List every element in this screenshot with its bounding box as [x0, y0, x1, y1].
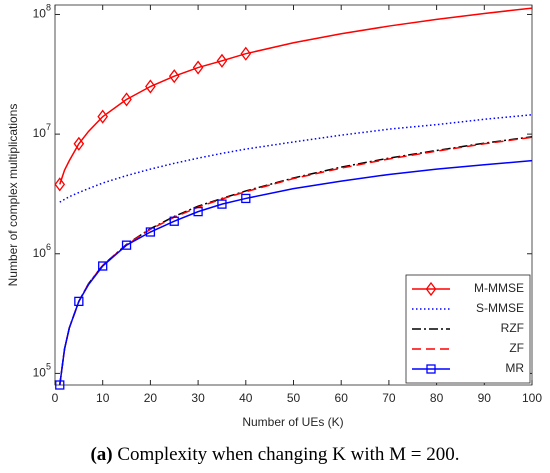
legend-label: S-MMSE — [476, 301, 524, 315]
marker — [240, 46, 252, 61]
caption-text: Complexity when changing K with M = 200. — [117, 444, 459, 465]
marker — [74, 296, 84, 307]
marker — [169, 216, 179, 226]
line — [59, 114, 533, 203]
marker — [145, 79, 156, 94]
marker — [121, 92, 132, 107]
line — [59, 7, 533, 185]
legend-label: MR — [505, 361, 524, 375]
marker — [73, 136, 85, 151]
x-tick-label: 30 — [191, 391, 205, 405]
legend-label: RZF — [501, 321, 524, 335]
x-tick-label: 10 — [96, 391, 110, 405]
legend-marker — [426, 364, 436, 374]
marker — [121, 240, 132, 250]
x-tick-label: 0 — [52, 391, 59, 405]
series — [59, 136, 533, 386]
x-tick-label: 70 — [382, 391, 396, 405]
x-tick-label: 80 — [430, 391, 444, 405]
y-tick-label: 106 — [33, 242, 51, 260]
x-tick-label: 90 — [478, 391, 492, 405]
x-tick-label: 50 — [287, 391, 301, 405]
series — [55, 159, 533, 390]
legend-label: ZF — [509, 341, 524, 355]
marker — [241, 193, 251, 204]
x-tick-label: 40 — [239, 391, 253, 405]
y-axis-label: Number of complex multiplications — [6, 104, 20, 287]
y-tick-label: 107 — [33, 122, 51, 140]
caption: (a) Complexity when changing K with M = … — [90, 444, 459, 465]
x-tick-label: 20 — [144, 391, 158, 405]
marker — [168, 69, 180, 84]
marker — [192, 60, 204, 75]
x-tick-label: 60 — [335, 391, 349, 405]
marker — [145, 227, 156, 237]
marker — [193, 206, 203, 217]
plot-frame — [54, 4, 533, 386]
legend-marker — [425, 281, 437, 297]
marker — [55, 380, 65, 390]
marker — [98, 261, 108, 271]
marker — [54, 177, 66, 192]
caption-label: (a) — [90, 444, 112, 465]
y-tick-label: 105 — [33, 362, 51, 380]
marker — [216, 53, 228, 68]
y-tick-label: 108 — [33, 3, 51, 21]
marker — [217, 199, 227, 209]
x-axis-label: Number of UEs (K) — [242, 415, 343, 429]
legend-label: M-MMSE — [474, 281, 524, 295]
line — [59, 136, 533, 386]
marker — [97, 109, 109, 124]
series — [59, 114, 533, 203]
x-tick-label: 100 — [522, 391, 542, 405]
series — [54, 7, 533, 192]
